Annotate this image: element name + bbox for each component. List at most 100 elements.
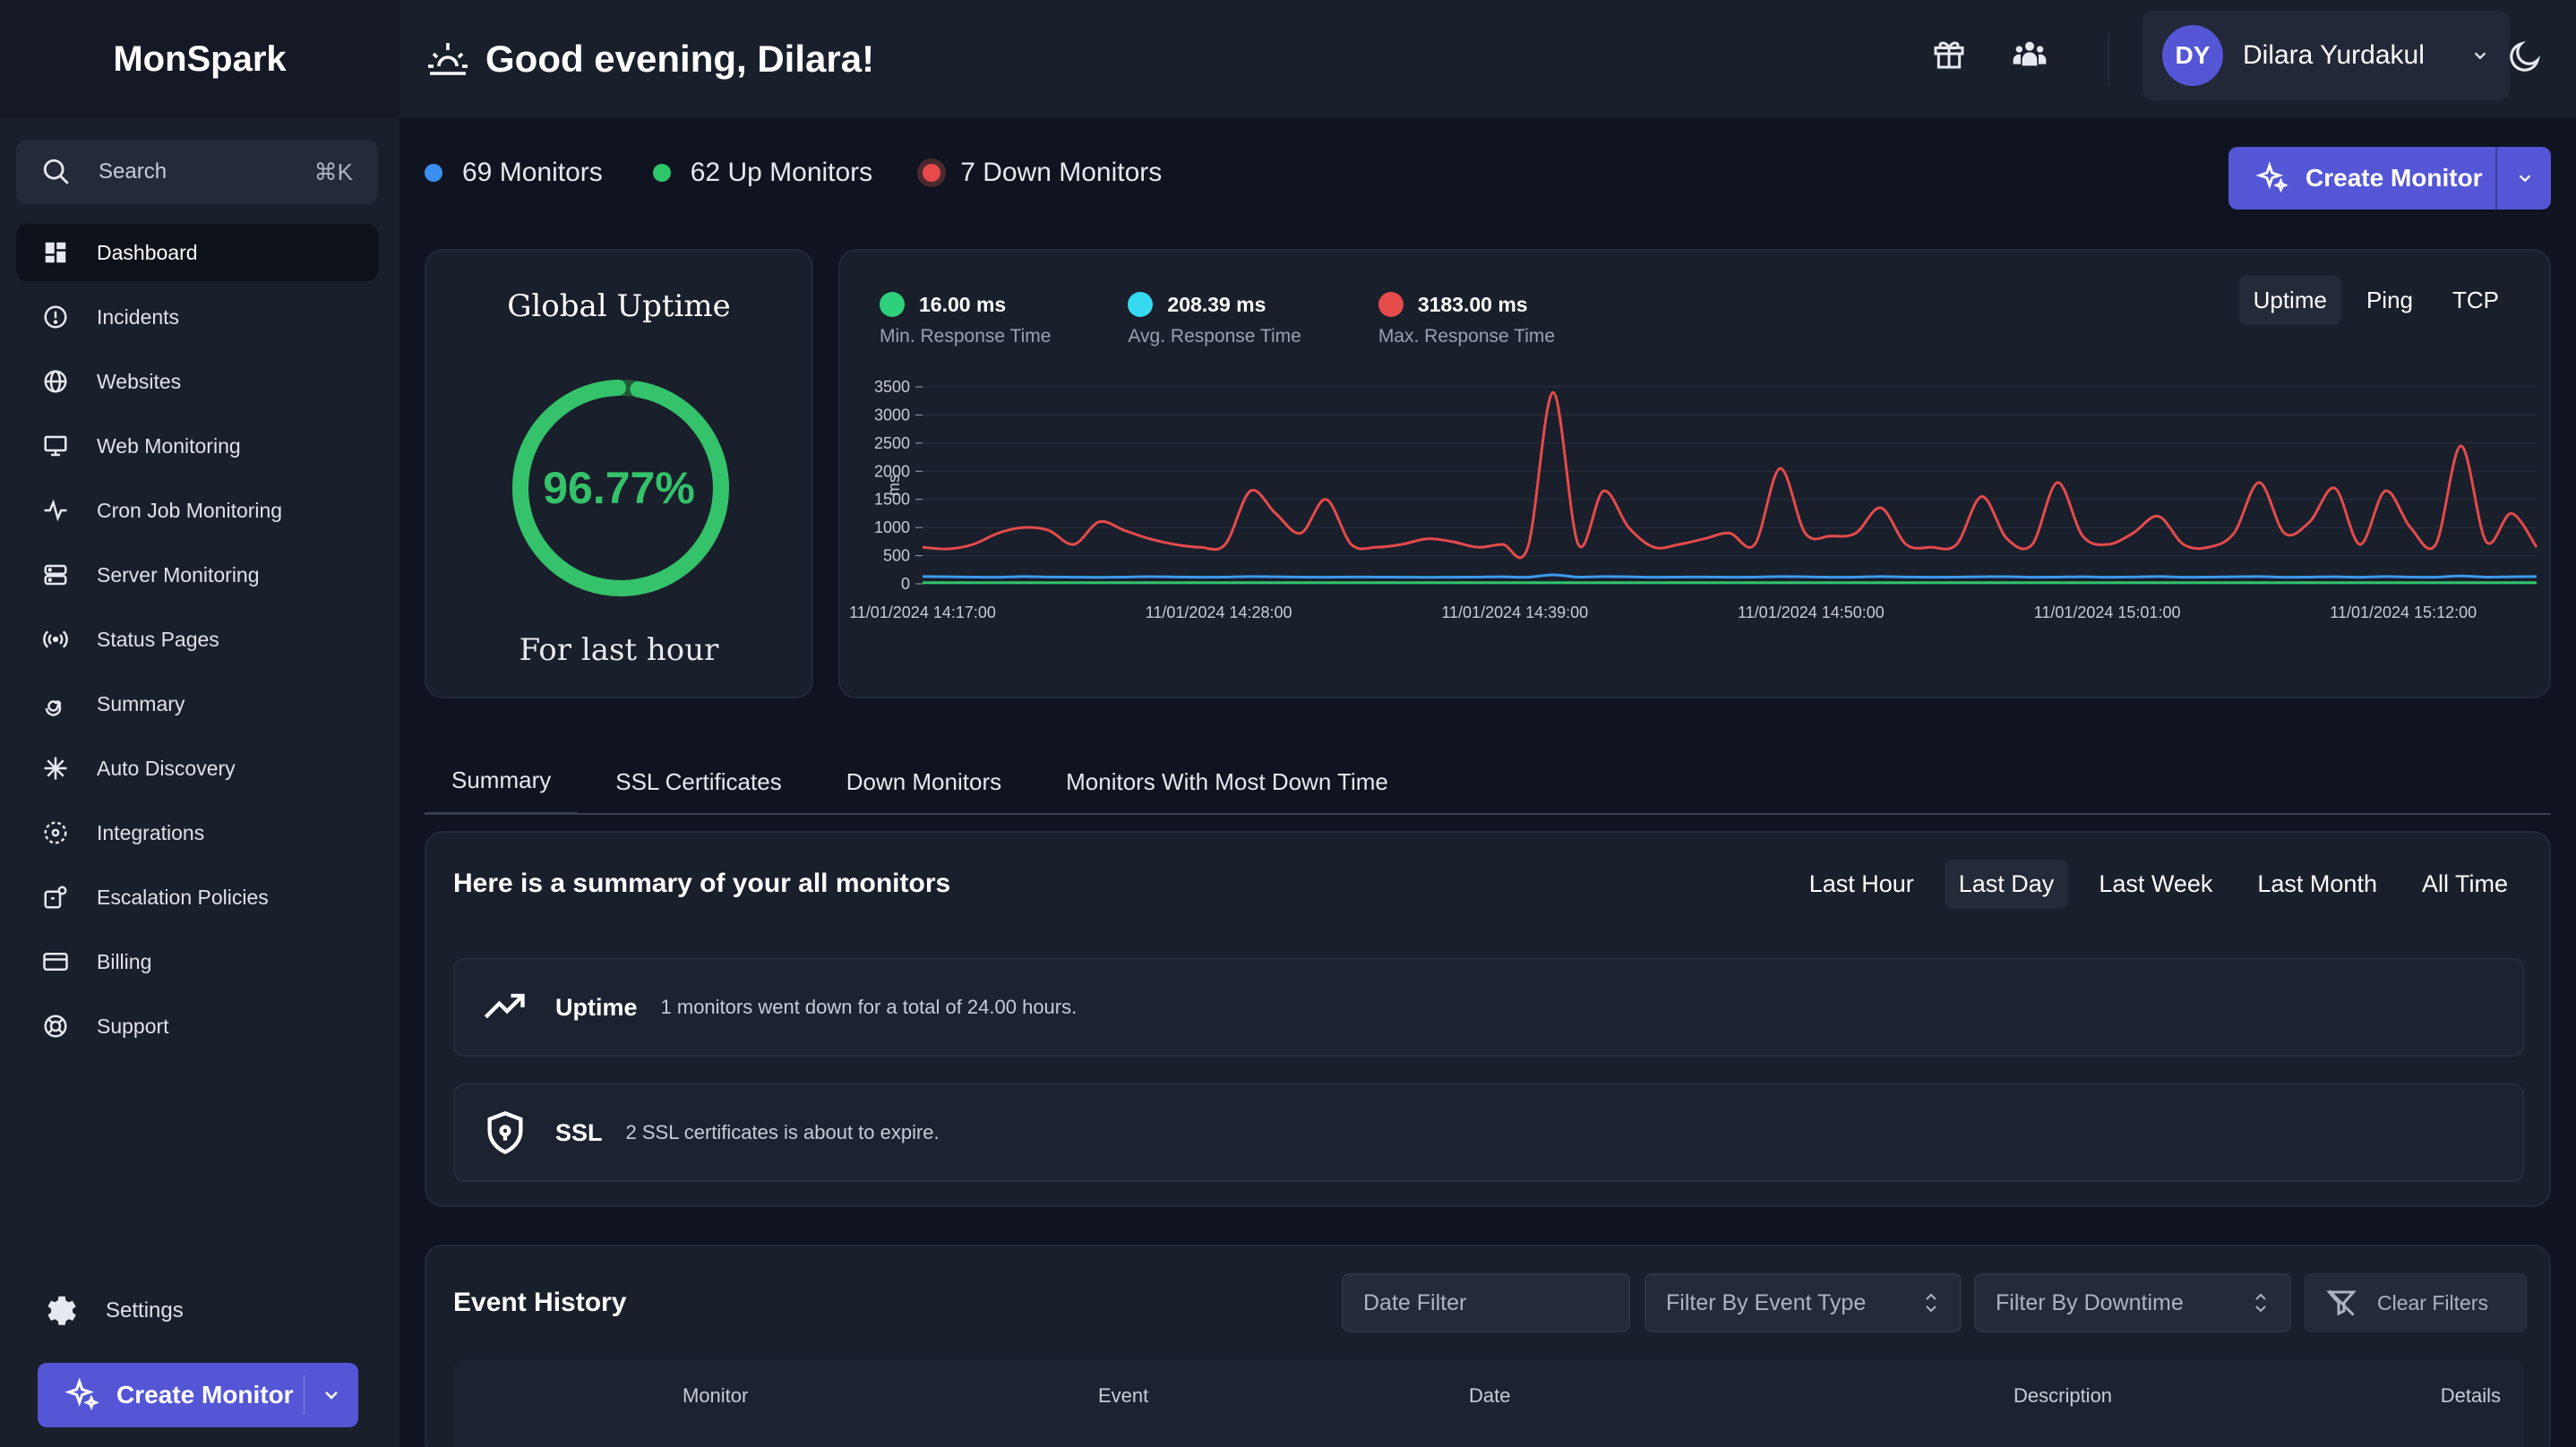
- column-event[interactable]: Event: [1098, 1384, 1149, 1407]
- sparkle-icon: [44, 757, 67, 780]
- filter-placeholder: Filter By Event Type: [1666, 1289, 1867, 1315]
- clear-filters-button[interactable]: Clear Filters: [2304, 1273, 2528, 1332]
- lifebuoy-icon: [44, 1015, 67, 1038]
- summary-row-title: Uptime: [555, 993, 638, 1021]
- stat-label: 7 Down Monitors: [960, 158, 1163, 187]
- column-details[interactable]: Details: [2440, 1384, 2501, 1407]
- sidebar-item-label: Escalation Policies: [97, 885, 269, 909]
- sidebar-item-escalation-policies[interactable]: Escalation Policies: [16, 869, 378, 926]
- filter-placeholder: Date Filter: [1363, 1289, 1467, 1315]
- period-all-time[interactable]: All Time: [2421, 870, 2508, 897]
- sidebar-item-status-pages[interactable]: Status Pages: [16, 611, 378, 668]
- monitor-stats: 69 Monitors 62 Up Monitors 7 Down Monito…: [425, 158, 1212, 188]
- avatar: DY: [2162, 25, 2223, 86]
- stat-up-monitors[interactable]: 62 Up Monitors: [652, 158, 872, 188]
- sidebar-item-support[interactable]: Support: [16, 997, 378, 1055]
- sidebar-item-label: Incidents: [97, 304, 180, 329]
- broadcast-icon: [43, 630, 68, 648]
- legend-max: 3183.00 ms Max. Response Time: [1378, 292, 1555, 347]
- event-history-heading: Event History: [453, 1288, 627, 1317]
- tab-down-monitors[interactable]: Down Monitors: [846, 767, 1002, 795]
- sidebar-item-integrations[interactable]: Integrations: [16, 804, 378, 861]
- uptime-ring-arc: [512, 380, 729, 596]
- column-description[interactable]: Description: [2014, 1384, 2113, 1407]
- sidebar-item-label: Auto Discovery: [97, 756, 236, 780]
- chart-tab-ping[interactable]: Ping: [2366, 287, 2413, 313]
- moon-icon[interactable]: [2506, 38, 2544, 75]
- sidebar-item-label: Status Pages: [97, 627, 219, 651]
- credit-card-icon: [43, 953, 68, 971]
- sidebar-item-summary[interactable]: Summary: [16, 675, 378, 732]
- column-monitor[interactable]: Monitor: [683, 1384, 749, 1407]
- y-tick-label: 500: [883, 547, 910, 565]
- period-last-month[interactable]: Last Month: [2257, 870, 2377, 897]
- dashboard-icon: [45, 242, 66, 263]
- legend-dot: [1128, 292, 1154, 317]
- search-button[interactable]: Search ⌘K: [16, 140, 378, 204]
- y-tick-label: 2000: [874, 462, 910, 480]
- tab-ssl-certificates[interactable]: SSL Certificates: [615, 767, 782, 795]
- create-monitor-button[interactable]: Create Monitor: [2228, 147, 2551, 210]
- gift-icon[interactable]: [1931, 36, 1967, 72]
- chevron-down-icon[interactable]: [321, 1384, 342, 1406]
- alert-circle-icon: [44, 305, 67, 329]
- sidebar-item-cron-job-monitoring[interactable]: Cron Job Monitoring: [16, 482, 378, 539]
- summary-row-ssl[interactable]: SSL 2 SSL certificates is about to expir…: [453, 1083, 2524, 1182]
- stat-total-monitors[interactable]: 69 Monitors: [425, 158, 603, 188]
- sidebar-item-incidents[interactable]: Incidents: [16, 288, 378, 346]
- user-menu[interactable]: DY Dilara Yurdakul: [2142, 11, 2510, 100]
- sidebar-item-billing[interactable]: Billing: [16, 933, 378, 990]
- tab-summary[interactable]: Summary: [425, 749, 579, 815]
- sidebar-create-monitor-button[interactable]: Create Monitor: [38, 1363, 358, 1427]
- series-line: [922, 573, 2537, 579]
- downtime-filter-select[interactable]: Filter By Downtime: [1974, 1273, 2291, 1332]
- sidebar-item-label: Support: [97, 1014, 169, 1038]
- period-last-hour[interactable]: Last Hour: [1808, 870, 1914, 897]
- clear-filters-label: Clear Filters: [2377, 1290, 2488, 1314]
- sidebar-item-label: Web Monitoring: [97, 433, 241, 458]
- select-arrows-icon: [1926, 1293, 1936, 1313]
- period-last-week[interactable]: Last Week: [2099, 870, 2213, 897]
- chart-tabs: Uptime Ping TCP: [2238, 276, 2513, 325]
- sidebar-item-server-monitoring[interactable]: Server Monitoring: [16, 546, 378, 604]
- tab-most-down-time[interactable]: Monitors With Most Down Time: [1066, 767, 1388, 795]
- sidebar-item-web-monitoring[interactable]: Web Monitoring: [16, 417, 378, 475]
- period-last-day[interactable]: Last Day: [1944, 860, 2069, 909]
- create-monitor-label: Create Monitor: [2306, 164, 2483, 192]
- create-monitor-label: Create Monitor: [116, 1381, 294, 1408]
- summary-row-uptime[interactable]: Uptime 1 monitors went down for a total …: [453, 958, 2524, 1057]
- stat-down-monitors[interactable]: 7 Down Monitors: [923, 158, 1162, 188]
- y-tick-label: 1500: [874, 491, 910, 509]
- greeting-text: Good evening, Dilara!: [485, 38, 875, 80]
- sidebar-item-label: Cron Job Monitoring: [97, 498, 283, 522]
- sidebar-nav: Dashboard Incidents Websites Web Monitor…: [16, 224, 378, 1062]
- chart-tab-tcp[interactable]: TCP: [2452, 287, 2499, 313]
- sidebar-item-websites[interactable]: Websites: [16, 353, 378, 410]
- legend-value: 3183.00 ms: [1417, 292, 1528, 316]
- response-legend: 16.00 ms Min. Response Time 208.39 ms Av…: [880, 292, 1555, 347]
- status-dot: [425, 164, 442, 182]
- event-type-filter-select[interactable]: Filter By Event Type: [1644, 1273, 1962, 1332]
- column-date[interactable]: Date: [1469, 1384, 1511, 1407]
- greeting: Good evening, Dilara!: [426, 38, 874, 81]
- brand-logo[interactable]: MonSpark: [0, 0, 399, 118]
- legend-avg: 208.39 ms Avg. Response Time: [1128, 292, 1301, 347]
- date-filter-input[interactable]: Date Filter: [1342, 1273, 1630, 1332]
- sidebar-item-settings[interactable]: Settings: [41, 1293, 184, 1329]
- x-tick-label: 11/01/2024 14:28:00: [1146, 604, 1292, 621]
- chevron-down-icon[interactable]: [2515, 168, 2535, 188]
- server-icon: [44, 564, 67, 586]
- escalation-icon: [44, 886, 67, 909]
- sidebar-item-auto-discovery[interactable]: Auto Discovery: [16, 740, 378, 797]
- chart-tab-uptime[interactable]: Uptime: [2238, 276, 2341, 325]
- sidebar-item-dashboard[interactable]: Dashboard: [16, 224, 378, 281]
- team-icon[interactable]: [2012, 36, 2048, 72]
- uptime-percentage: 96.77%: [543, 463, 695, 513]
- x-tick-label: 11/01/2024 15:12:00: [2330, 604, 2477, 621]
- filter-off-icon: [2326, 1289, 2357, 1316]
- filter-placeholder: Filter By Downtime: [1996, 1289, 2184, 1315]
- legend-value: 208.39 ms: [1167, 292, 1267, 316]
- sidebar-item-label: Server Monitoring: [97, 562, 260, 587]
- legend-min: 16.00 ms Min. Response Time: [880, 292, 1051, 347]
- response-time-chart: 0 500 1000 1500 2000 2500 3000 3500 ms 11/01/2024…: [849, 378, 2538, 621]
